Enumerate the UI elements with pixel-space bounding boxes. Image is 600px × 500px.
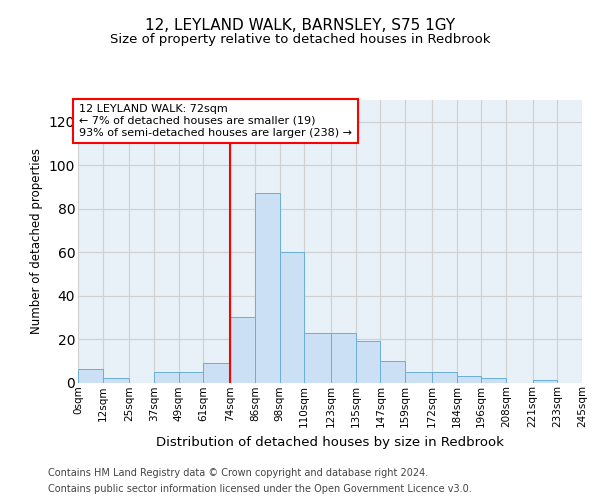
Text: Size of property relative to detached houses in Redbrook: Size of property relative to detached ho… [110, 32, 490, 46]
Text: 12, LEYLAND WALK, BARNSLEY, S75 1GY: 12, LEYLAND WALK, BARNSLEY, S75 1GY [145, 18, 455, 32]
Bar [457, 376, 481, 382]
Text: Contains public sector information licensed under the Open Government Licence v3: Contains public sector information licen… [48, 484, 472, 494]
Bar [103, 378, 130, 382]
Bar [78, 370, 103, 382]
Bar [356, 341, 380, 382]
Bar [533, 380, 557, 382]
Bar [203, 363, 230, 382]
Text: 12 LEYLAND WALK: 72sqm
← 7% of detached houses are smaller (19)
93% of semi-deta: 12 LEYLAND WALK: 72sqm ← 7% of detached … [79, 104, 352, 138]
Bar [154, 372, 179, 382]
Bar [331, 332, 356, 382]
X-axis label: Distribution of detached houses by size in Redbrook: Distribution of detached houses by size … [156, 436, 504, 448]
Bar [380, 361, 405, 382]
Y-axis label: Number of detached properties: Number of detached properties [30, 148, 43, 334]
Bar [432, 372, 457, 382]
Bar [280, 252, 304, 382]
Bar [179, 372, 203, 382]
Bar [304, 332, 331, 382]
Bar [481, 378, 506, 382]
Bar [405, 372, 432, 382]
Bar [255, 194, 280, 382]
Bar [230, 318, 255, 382]
Text: Contains HM Land Registry data © Crown copyright and database right 2024.: Contains HM Land Registry data © Crown c… [48, 468, 428, 477]
